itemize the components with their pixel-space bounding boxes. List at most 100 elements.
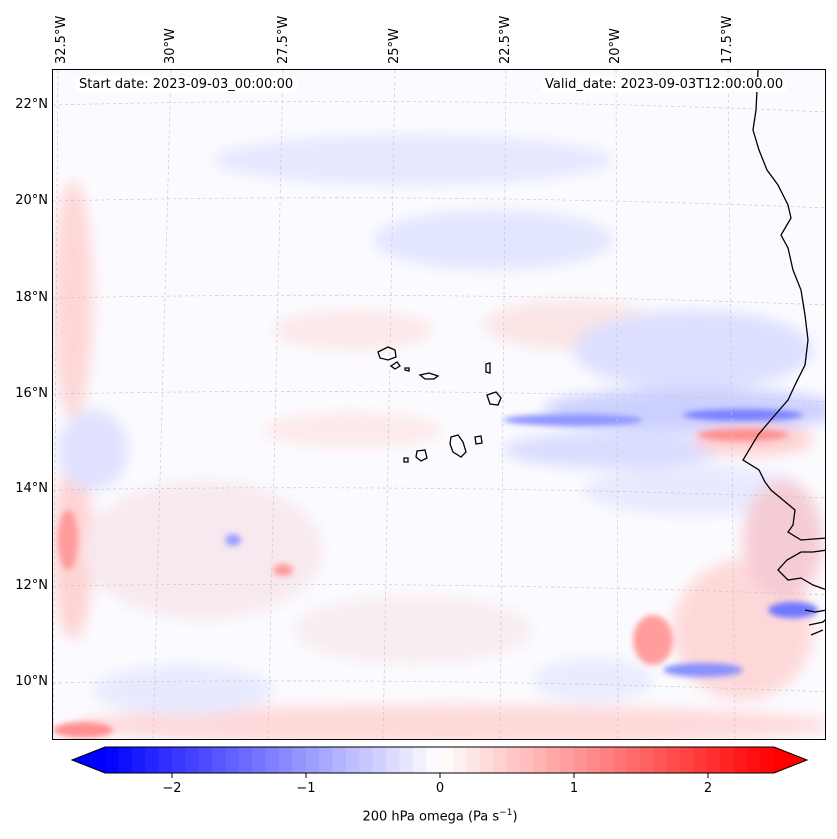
colorbar-swatch <box>212 747 227 773</box>
colorbar-swatch <box>225 747 240 773</box>
colorbar-swatch <box>666 747 681 773</box>
colorbar-swatch <box>105 747 119 773</box>
colorbar-swatch <box>278 747 293 773</box>
colorbar-swatch <box>292 747 307 773</box>
ascent-band <box>503 432 723 468</box>
parallel-16n <box>53 390 825 403</box>
colorbar-swatch <box>613 747 628 773</box>
coastlines <box>742 70 825 636</box>
lon-label-25w: 25°W <box>387 28 402 64</box>
colorbar-swatch <box>707 747 722 773</box>
lon-label-30w: 30°W <box>163 28 178 64</box>
colorbar-swatch <box>145 747 160 773</box>
ascent-core <box>663 663 743 677</box>
lat-label-12n: 12°N <box>15 578 48 593</box>
descent-patch <box>273 310 433 350</box>
island-santa-luzia <box>404 367 410 372</box>
parallel-20n <box>53 197 825 209</box>
colorbar-swatch <box>171 747 186 773</box>
colorbar-max-extend <box>774 747 807 773</box>
colorbar-tick-label: 1 <box>569 781 579 796</box>
island-sao-vicente <box>389 361 401 370</box>
colorbar-swatch <box>252 747 267 773</box>
island-santo-antao <box>377 346 397 361</box>
colorbar-units-close: ) <box>512 809 518 825</box>
colorbar-swatch <box>372 747 387 773</box>
colorbar-outline <box>70 746 809 774</box>
colorbar-swatch <box>479 747 494 773</box>
meridian-25w <box>382 70 396 739</box>
colorbar-label: 200 hPa omega (Pa s−1) <box>362 808 517 824</box>
ascent-patch <box>58 410 128 490</box>
colorbar-swatch <box>693 747 708 773</box>
map-panel <box>52 69 826 740</box>
descent-core <box>53 722 113 738</box>
ascent-patch <box>583 465 803 515</box>
colorbar-swatch <box>506 747 521 773</box>
colorbar-tick-label: −1 <box>296 781 316 796</box>
lon-label-22-5w: 22.5°W <box>498 15 513 64</box>
colorbar-swatch <box>600 747 615 773</box>
colorbar-swatch <box>439 747 454 773</box>
ascent-patch <box>93 665 273 715</box>
colorbar-swatch <box>345 747 360 773</box>
graticule <box>53 70 825 739</box>
meridian-30w <box>152 70 172 739</box>
colorbar-swatch <box>385 747 400 773</box>
colorbar-min-extend <box>72 747 105 773</box>
cape-verde-islands <box>377 346 502 463</box>
mixed-patch <box>83 480 323 620</box>
colorbar-tick-label: −2 <box>162 781 182 796</box>
africa-coastline-south <box>777 549 825 590</box>
colorbar-swatch <box>733 747 748 773</box>
lat-label-16n: 16°N <box>15 386 48 401</box>
meridian-22-5w <box>499 70 507 739</box>
parallel-10n <box>53 680 825 693</box>
colorbar-swatch <box>747 747 762 773</box>
colorbar-swatch <box>158 747 173 773</box>
mixed-patch <box>293 595 533 665</box>
colorbar-swatch <box>452 747 467 773</box>
descent-patch <box>743 480 823 600</box>
colorbar-swatch <box>573 747 588 773</box>
lat-label-20n: 20°N <box>15 193 48 208</box>
bissagos-coastline <box>804 609 825 636</box>
colorbar-ticks <box>171 773 709 778</box>
descent-band <box>53 180 93 420</box>
island-maio <box>474 435 483 445</box>
lon-label-17-5w: 17.5°W <box>720 15 735 64</box>
colorbar-units-exponent: −1 <box>499 808 513 818</box>
island-santiago <box>449 434 467 458</box>
omega-field-map <box>53 70 825 739</box>
colorbar-swatch <box>653 747 668 773</box>
lat-label-18n: 18°N <box>15 290 48 305</box>
colorbar-swatch <box>546 747 561 773</box>
colorbar-tick-label: 2 <box>703 781 713 796</box>
colorbar-swatch <box>586 747 601 773</box>
lat-label-22n: 22°N <box>15 97 48 112</box>
colorbar-swatch <box>493 747 507 773</box>
parallel-18n <box>53 294 825 306</box>
parallel-22n <box>53 100 825 113</box>
island-sao-nicolau <box>418 372 440 380</box>
descent-band <box>73 705 825 739</box>
descent-patch <box>263 412 443 448</box>
descent-core <box>58 510 78 570</box>
meridian-32-5w <box>53 70 59 739</box>
colorbar-swatch <box>680 747 695 773</box>
colorbar-swatch <box>720 747 735 773</box>
colorbar-swatch <box>359 747 374 773</box>
lon-label-20w: 20°W <box>608 28 623 64</box>
colorbar-swatch <box>319 747 334 773</box>
start-date-label: Start date: 2023-09-03_00:00:00 <box>75 77 298 92</box>
colorbar-swatch <box>640 747 655 773</box>
meridian-27-5w <box>267 70 284 739</box>
descent-core <box>633 615 673 665</box>
ascent-patch <box>373 210 613 270</box>
colorbar-swatch <box>185 747 200 773</box>
ascent-core <box>225 534 241 546</box>
ascent-core <box>503 414 643 426</box>
ascent-patch <box>213 135 613 185</box>
meridian-17-5w <box>727 70 736 739</box>
island-sal <box>485 362 491 374</box>
